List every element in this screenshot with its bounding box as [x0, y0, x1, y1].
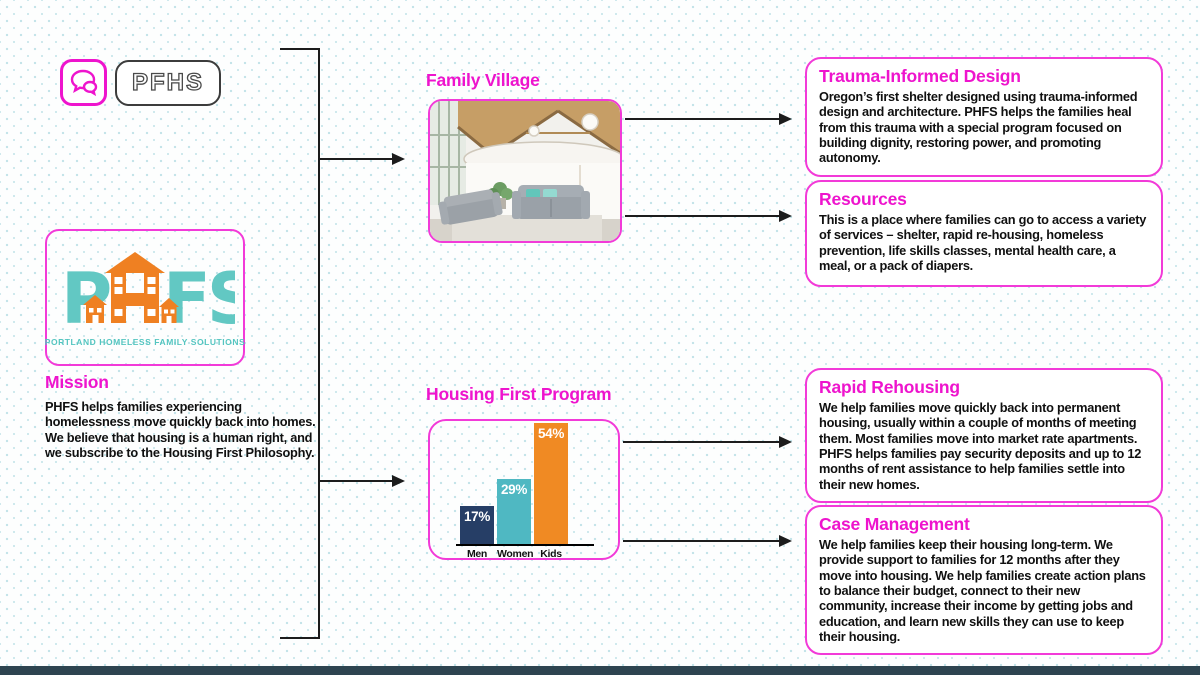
chat-bubbles-icon: [70, 69, 97, 96]
shelter-interior-illustration: [430, 101, 620, 241]
chart-axis: [456, 543, 594, 546]
arrow-to-case-management-card: [623, 534, 792, 547]
arrow-to-rapid-rehousing-card: [623, 435, 792, 448]
bar-value-label: 29%: [500, 481, 528, 497]
svg-text:FS: FS: [163, 258, 235, 335]
card-title: Rapid Rehousing: [819, 377, 960, 397]
arrow-to-housing-first: [320, 474, 405, 487]
arrow-to-resources-card: [625, 209, 792, 222]
card-case-management: Case Management We help families keep th…: [805, 505, 1163, 656]
axis-label-men: Men: [466, 548, 488, 560]
logo-tagline: PORTLAND HOMELESS FAMILY SOLUTIONS: [44, 336, 246, 347]
mission-title: Mission: [45, 372, 109, 392]
card-title: Resources: [819, 189, 907, 209]
axis-labels: Men Women Kids: [460, 548, 568, 560]
axis-label-kids: Kids: [540, 548, 562, 560]
card-title: Case Management: [819, 514, 970, 534]
bar-men: 17%: [460, 505, 494, 544]
card-title: Trauma-Informed Design: [819, 66, 1021, 86]
bar-value-label: 17%: [463, 508, 491, 524]
bar-group: 17% 29% 54%: [460, 422, 568, 544]
housing-first-title: Housing First Program: [426, 384, 612, 404]
bar-kids: 54%: [534, 422, 568, 544]
housing-first-chart: 17% 29% 54% Men Women Kids: [428, 419, 620, 560]
pfhs-chip[interactable]: PFHS: [115, 60, 221, 106]
bar-value-label: 54%: [537, 425, 565, 441]
card-body: We help families move quickly back into …: [819, 400, 1142, 492]
family-village-photo[interactable]: [428, 99, 622, 243]
mission-section: Mission PHFS helps families experiencing…: [45, 372, 327, 460]
card-rapid-rehousing: Rapid Rehousing We help families move qu…: [805, 368, 1163, 504]
svg-text:P: P: [61, 258, 112, 335]
arrow-to-family-village: [320, 152, 405, 165]
arrow-to-trauma-card: [625, 112, 792, 125]
bottom-bar: [0, 666, 1200, 675]
connector-bracket: [280, 48, 320, 639]
card-body: Oregon’s first shelter designed using tr…: [819, 89, 1138, 166]
card-trauma-informed-design: Trauma-Informed Design Oregon’s first sh…: [805, 57, 1163, 177]
chat-badge[interactable]: [60, 59, 107, 106]
pfhs-chip-label: PFHS: [131, 68, 204, 96]
phfs-logo-panel: P FS PORTLAND HOM: [45, 229, 245, 366]
card-body: This is a place where families can go to…: [819, 212, 1147, 274]
phfs-logo-icon: P FS: [61, 251, 235, 335]
mission-body: PHFS helps families experiencing homeles…: [45, 399, 316, 461]
axis-label-women: Women: [497, 548, 534, 560]
family-village-title: Family Village: [426, 70, 540, 90]
card-body: We help families keep their housing long…: [819, 537, 1146, 645]
bar-women: 29%: [497, 478, 531, 544]
card-resources: Resources This is a place where families…: [805, 180, 1163, 287]
